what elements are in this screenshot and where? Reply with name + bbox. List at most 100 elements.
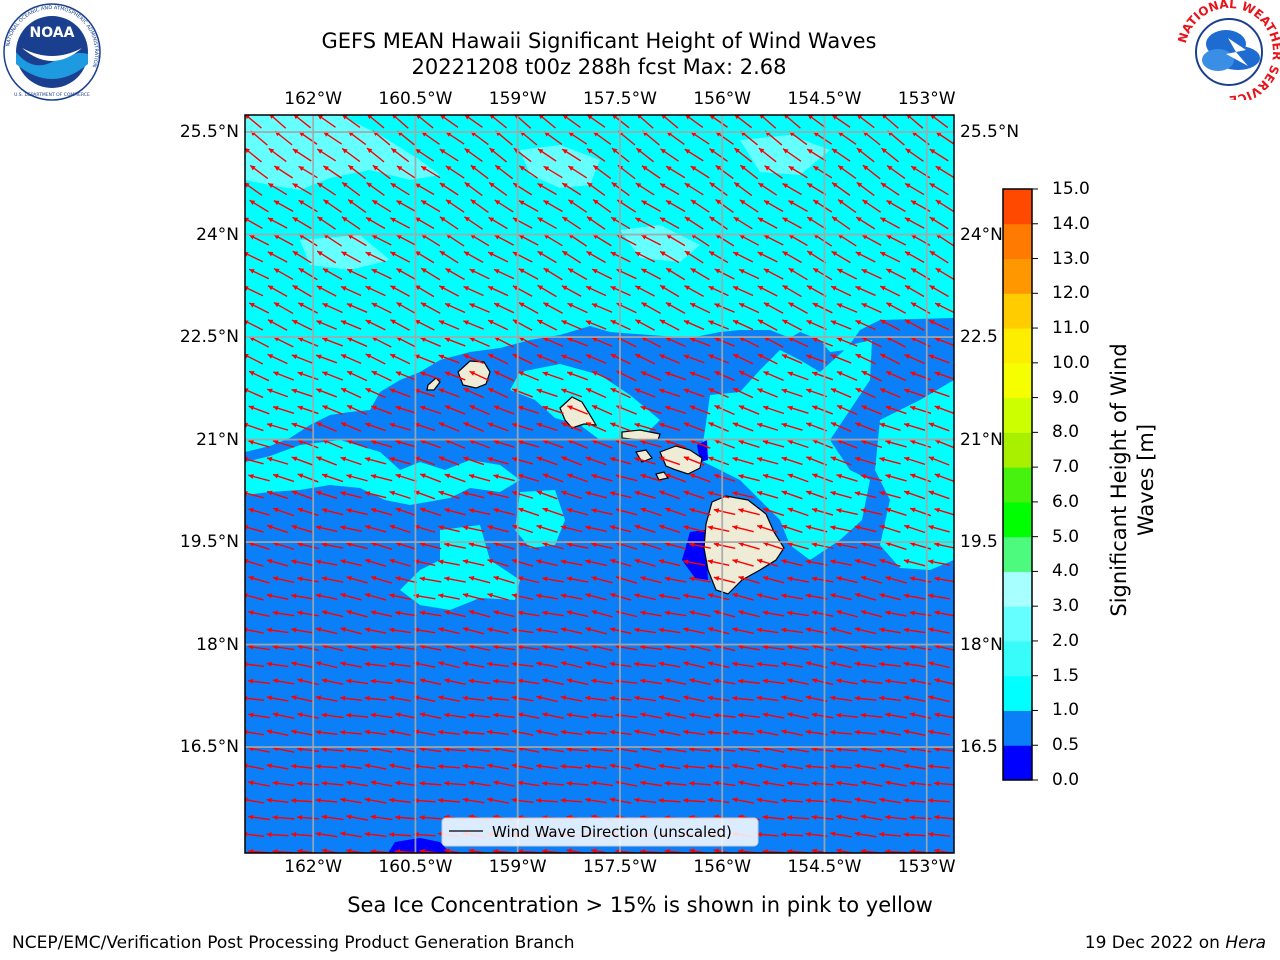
wave-direction-arrowhead [273, 268, 280, 274]
wave-direction-arrowhead [732, 456, 738, 462]
wave-direction-arrowhead [346, 780, 352, 786]
wave-direction-arrowhead [609, 525, 616, 530]
wave-direction-arrowhead [444, 542, 450, 548]
wave-direction-arrowhead [732, 320, 739, 325]
lat-label-right: 25.5°N [960, 122, 1020, 143]
wave-direction-arrowhead [464, 115, 471, 120]
wave-direction-arrowhead [909, 541, 916, 547]
wave-direction-arrowhead [346, 439, 353, 445]
wave-direction-arrowhead [249, 336, 255, 342]
wave-direction-arrowhead [560, 695, 567, 701]
wave-direction-arrowhead [762, 678, 768, 684]
wave-direction-arrowhead [493, 405, 500, 411]
wave-direction-arrowhead [787, 473, 794, 479]
wave-direction-arrowhead [886, 302, 892, 308]
wave-direction-arrowhead [781, 524, 788, 530]
wave-direction-arrowhead [273, 302, 280, 308]
wave-direction-arrowhead [836, 337, 843, 343]
wave-direction-arrowhead [836, 746, 842, 752]
wave-direction-arrowhead [419, 644, 426, 650]
wave-direction-arrowhead [536, 627, 542, 633]
wave-direction-arrowhead [364, 729, 370, 735]
wave-direction-arrowhead [537, 183, 544, 189]
wave-direction-arrowhead [517, 780, 523, 786]
wave-direction-arrowhead [248, 644, 254, 650]
wave-direction-arrowhead [732, 286, 739, 291]
wave-direction-arrowhead [930, 115, 936, 120]
wave-direction-arrowhead [591, 678, 597, 684]
wave-direction-arrowhead [806, 422, 812, 428]
wave-direction-arrowhead [762, 610, 769, 616]
wave-direction-arrowhead [830, 354, 837, 360]
wave-direction-arrowhead [860, 678, 866, 684]
wave-direction-arrowhead [762, 473, 769, 479]
wave-direction-arrowhead [536, 490, 543, 496]
wave-direction-arrowhead [292, 217, 299, 223]
wave-direction-arrowhead [321, 814, 327, 820]
lon-label-bottom: 156°W [693, 857, 752, 877]
wave-direction-arrowhead [297, 576, 303, 582]
wave-direction-arrowhead [689, 439, 696, 445]
wave-direction-arrowhead [934, 337, 941, 343]
wave-direction-arrowhead [659, 217, 666, 223]
wave-direction-arrowhead [272, 712, 279, 718]
wave-direction-arrowhead [340, 286, 347, 291]
wave-direction-arrowhead [272, 439, 279, 445]
wave-direction-arrowhead [928, 559, 934, 565]
wave-direction-arrowhead [389, 456, 395, 462]
wave-direction-arrowhead [512, 524, 518, 530]
wave-direction-arrowhead [714, 439, 720, 445]
wave-direction-arrowhead [292, 183, 299, 189]
wave-direction-arrowhead [811, 576, 818, 582]
wave-direction-arrowhead [781, 832, 787, 838]
wave-direction-arrowhead [664, 576, 671, 582]
wave-direction-arrowhead [733, 217, 740, 222]
colorbar-segment [1003, 467, 1032, 503]
wave-direction-arrowhead [493, 848, 499, 853]
wave-direction-arrowhead [420, 302, 427, 308]
wave-direction-arrowhead [788, 302, 794, 308]
wave-direction-arrowhead [812, 473, 818, 479]
wave-direction-arrowhead [347, 371, 353, 376]
wave-direction-arrowhead [636, 148, 642, 154]
wave-direction-arrowhead [886, 235, 892, 240]
wave-direction-arrowhead [566, 678, 573, 684]
wave-direction-arrowhead [462, 661, 469, 667]
wave-direction-arrowhead [542, 542, 548, 547]
wave-direction-arrowhead [494, 303, 500, 308]
wave-direction-arrowhead [784, 115, 790, 120]
wave-direction-arrowhead [734, 148, 740, 154]
wave-direction-arrowhead [811, 542, 818, 548]
wave-direction-arrowhead [470, 199, 477, 205]
wave-direction-arrowhead [591, 542, 597, 548]
wave-direction-arrowhead [882, 115, 888, 119]
wave-direction-arrowhead [879, 695, 885, 701]
wave-direction-arrowhead [445, 131, 452, 137]
wave-direction-arrowhead [707, 491, 714, 496]
wave-direction-arrowhead [487, 592, 493, 598]
wave-direction-arrowhead [266, 558, 273, 564]
wave-direction-arrowhead [444, 746, 450, 752]
wave-direction-arrowhead [511, 695, 517, 701]
wave-direction-arrowhead [787, 815, 793, 821]
wave-direction-arrowhead [487, 525, 493, 530]
wave-direction-arrowhead [469, 337, 475, 342]
wave-direction-arrowhead [684, 251, 691, 256]
wave-direction-arrowhead [861, 234, 868, 240]
wave-direction-arrowhead [665, 302, 672, 308]
wave-direction-arrowhead [683, 354, 690, 360]
lat-label-right: 19.5 [960, 532, 998, 553]
wave-direction-arrowhead [879, 661, 885, 667]
wave-direction-arrowhead [291, 763, 297, 769]
wave-direction-arrowhead [830, 661, 836, 667]
wave-direction-arrowhead [806, 388, 812, 394]
wave-direction-arrowhead [463, 388, 470, 393]
wave-direction-arrowhead [861, 269, 868, 274]
wave-direction-arrowhead [787, 371, 794, 377]
wave-direction-arrowhead [591, 508, 597, 514]
wave-direction-arrowhead [592, 269, 598, 274]
wave-direction-arrowhead [370, 780, 377, 786]
wave-direction-arrowhead [830, 729, 836, 735]
wave-direction-arrowhead [660, 251, 666, 257]
wave-direction-arrowhead [830, 422, 837, 427]
